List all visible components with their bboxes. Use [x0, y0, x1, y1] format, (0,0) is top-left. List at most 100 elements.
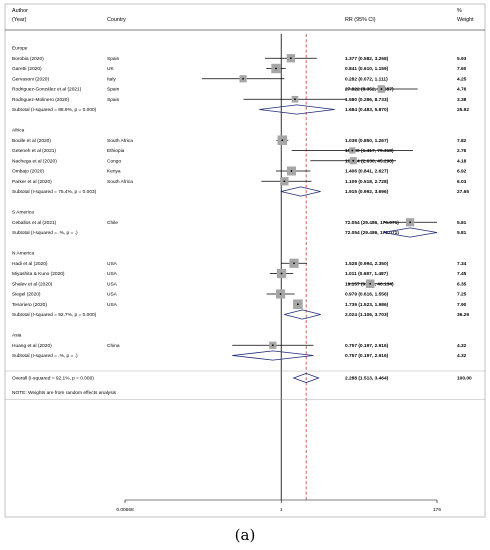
header-percent: %	[457, 8, 462, 14]
panel-label: (a)	[234, 526, 256, 544]
study-country: Spain	[107, 56, 120, 62]
study-author: Hadi et al (2020)	[12, 261, 48, 267]
study-author: Siegel (2020)	[12, 292, 41, 298]
study-point	[294, 98, 296, 101]
study-weight: 7.45	[457, 271, 467, 277]
subtotal-diamond	[259, 104, 335, 115]
study-country: UK	[107, 66, 114, 72]
study-country: South Africa	[107, 179, 133, 185]
group-label: Africa	[12, 128, 25, 134]
study-weight: 4.32	[457, 343, 467, 349]
group-label: N America	[12, 251, 34, 257]
study-weight: 4.18	[457, 158, 467, 164]
study-author: Rodriguez-Molinero (2020)	[12, 97, 69, 103]
study-ci: 0.979 (0.616, 1.556)	[345, 292, 389, 298]
study-author: Nachega et al (2020)	[12, 158, 57, 164]
study-weight: 2.76	[457, 148, 467, 154]
study-author: Garetti (2020)	[12, 66, 42, 72]
study-author: Ceballos et al (2021)	[12, 220, 57, 226]
note-text: NOTE: Weights are from random effects an…	[12, 390, 117, 396]
study-author: Huang et al (2020)	[12, 343, 52, 349]
study-ci: 27.822 (8.352, 92.687)	[345, 87, 394, 93]
header-weight: Weight	[457, 17, 474, 23]
study-author: Ombajo (2020)	[12, 169, 44, 175]
study-author: Borobia (2020)	[12, 56, 44, 62]
study-ci: 10.914 (2.630, 45.298)	[345, 158, 394, 164]
study-point	[283, 180, 286, 183]
x-axis-tick-label: 1	[280, 507, 283, 513]
x-axis-tick-label: 0.00568	[116, 507, 134, 513]
subtotal-ci: 1.684 (0.483, 5.870)	[345, 107, 389, 113]
study-weight: 4.25	[457, 76, 467, 82]
study-country: South Africa	[107, 138, 133, 144]
study-author: Parker et al (2020)	[12, 179, 52, 185]
study-country: Spain	[107, 87, 120, 93]
header-year: (Year)	[12, 17, 27, 23]
study-country: China	[107, 343, 120, 349]
header-author: Author	[12, 8, 28, 14]
subtotal-ci: 72.054 (29.486, 176.071)	[345, 230, 399, 236]
plot-frame	[4, 3, 486, 518]
header-effect: RR (95% CI)	[345, 17, 376, 23]
study-point	[242, 77, 244, 80]
study-country: Chile	[107, 220, 118, 226]
study-author: Miyashita & Kuno (2020)	[12, 271, 65, 277]
study-point	[280, 272, 283, 275]
subtotal-ci: 2.024 (1.106, 3.703)	[345, 312, 389, 318]
study-author: Boulle et al (2020)	[12, 138, 51, 144]
study-ci: 0.757 (0.197, 2.916)	[345, 343, 389, 349]
x-axis-tick-label: 176	[433, 507, 441, 513]
study-country: USA	[107, 261, 118, 267]
subtotal-weight: 5.81	[457, 230, 467, 236]
study-point	[369, 282, 372, 285]
study-weight: 7.25	[457, 292, 467, 298]
study-weight: 7.34	[457, 261, 467, 267]
study-author: Shalev et al (2020)	[12, 281, 53, 287]
study-weight: 3.38	[457, 97, 467, 103]
study-point	[380, 88, 383, 90]
study-point	[289, 57, 292, 60]
subtotal-weight: 36.29	[457, 312, 469, 318]
study-weight: 6.35	[457, 281, 467, 287]
study-ci: 0.841 (0.610, 1.159)	[345, 66, 389, 72]
overall-diamond	[292, 372, 320, 384]
study-ci: 1.739 (1.523, 1.986)	[345, 302, 389, 308]
subtotal-label: Subtotal (I-squared = .%, p = .)	[12, 353, 78, 359]
group-label: S America	[12, 210, 34, 216]
study-ci: 72.054 (29.486, 176.071)	[345, 220, 399, 226]
group-label: Asia	[12, 333, 22, 339]
subtotal-ci: 0.757 (0.197, 2.916)	[345, 353, 389, 359]
study-point	[281, 139, 284, 142]
subtotal-weight: 4.32	[457, 353, 467, 359]
study-author: Tesoriero (2020)	[12, 302, 47, 308]
subtotal-diamond	[280, 186, 321, 197]
header-country: Country	[107, 17, 126, 23]
subtotal-weight: 27.65	[457, 189, 469, 195]
overall-ci: 2.288 (1.513, 3.464)	[345, 376, 389, 382]
study-point	[279, 293, 282, 295]
study-ci: 10.600 (1.417, 79.318)	[345, 148, 394, 154]
study-point	[293, 262, 295, 265]
study-point	[352, 159, 355, 162]
study-country: USA	[107, 281, 118, 287]
study-ci: 1.580 (0.286, 8.733)	[345, 97, 389, 103]
study-point	[351, 149, 354, 152]
study-ci: 1.011 (0.687, 1.487)	[345, 271, 388, 277]
subtotal-weight: 25.92	[457, 107, 469, 113]
study-author: Gervasoni (2020)	[12, 76, 49, 82]
study-point	[296, 303, 299, 306]
study-country: Spain	[107, 97, 120, 103]
study-weight: 6.03	[457, 179, 467, 185]
study-ci: 1.038 (0.850, 1.267)	[345, 138, 389, 144]
study-country: Ethiopia	[107, 148, 125, 154]
study-ci: 1.528 (0.994, 2.350)	[345, 261, 389, 267]
subtotal-diamond	[383, 227, 438, 238]
study-ci: 1.109 (0.518, 2.728)	[345, 179, 389, 185]
subtotal-ci: 1.915 (0.992, 3.696)	[345, 189, 389, 195]
study-ci: 1.406 (0.841, 2.627)	[345, 169, 389, 175]
subtotal-label: Subtotal (I-squared = 75.4%, p = 0.003)	[12, 189, 97, 195]
study-point	[275, 67, 277, 70]
study-weight: 4.76	[457, 87, 467, 93]
study-point	[290, 170, 293, 172]
study-weight: 6.92	[457, 169, 467, 175]
